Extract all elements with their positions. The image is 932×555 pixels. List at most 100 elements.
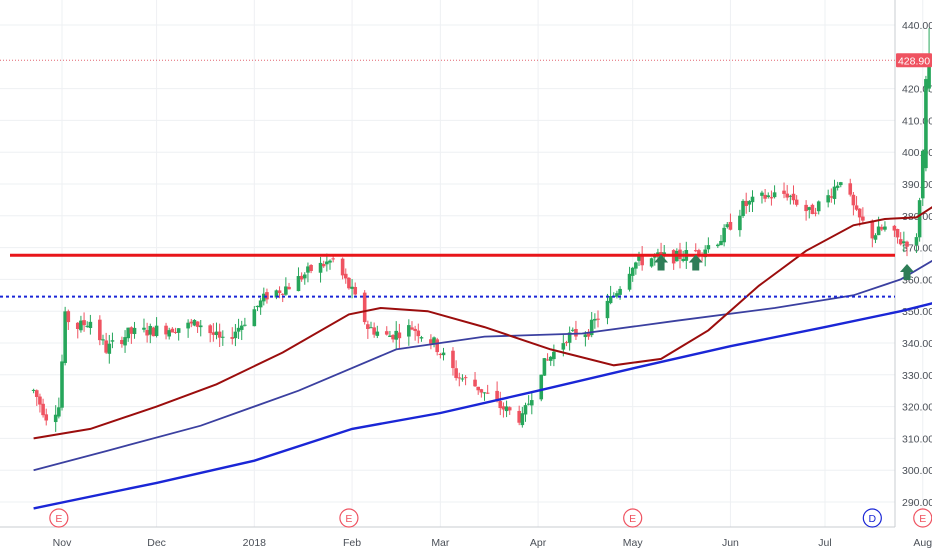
candle[interactable] [523, 402, 528, 422]
candle[interactable] [769, 190, 774, 206]
candle[interactable] [419, 335, 424, 342]
candle[interactable] [794, 195, 799, 207]
candle[interactable] [98, 315, 102, 346]
candle[interactable] [258, 298, 263, 315]
candle[interactable] [261, 287, 266, 306]
candle[interactable] [457, 372, 462, 387]
candle[interactable] [366, 320, 370, 339]
candle[interactable] [520, 406, 525, 428]
candle[interactable] [38, 393, 42, 413]
candle[interactable] [807, 206, 812, 219]
candle[interactable] [766, 192, 771, 199]
earnings-marker[interactable]: E [913, 508, 932, 528]
candle[interactable] [782, 182, 786, 199]
candle[interactable] [552, 344, 556, 367]
candle[interactable] [627, 266, 632, 292]
candle[interactable] [432, 336, 436, 348]
candle[interactable] [236, 318, 241, 339]
candle[interactable] [75, 321, 80, 339]
candle[interactable] [870, 219, 875, 248]
candle[interactable] [892, 224, 897, 237]
candle[interactable] [441, 347, 446, 361]
candle[interactable] [738, 209, 742, 237]
candle[interactable] [848, 178, 853, 197]
candle[interactable] [391, 334, 395, 343]
candle[interactable] [321, 260, 326, 268]
candle[interactable] [507, 406, 512, 415]
candle[interactable] [501, 402, 506, 418]
candle[interactable] [851, 192, 856, 216]
candle[interactable] [725, 222, 730, 229]
candle[interactable] [221, 330, 225, 346]
candle[interactable] [788, 194, 793, 205]
candle[interactable] [574, 320, 578, 340]
candle[interactable] [302, 272, 307, 285]
candle[interactable] [898, 232, 903, 246]
candle[interactable] [309, 264, 313, 274]
candle[interactable] [835, 181, 840, 191]
candle[interactable] [816, 200, 821, 215]
candle[interactable] [192, 319, 197, 327]
up-arrow-icon[interactable] [654, 254, 669, 271]
candle[interactable] [82, 312, 86, 332]
candle[interactable] [722, 224, 726, 247]
candle[interactable] [829, 188, 834, 203]
candle[interactable] [243, 317, 247, 327]
candle[interactable] [716, 243, 720, 248]
candle[interactable] [810, 203, 815, 215]
candle[interactable] [791, 185, 796, 205]
candle[interactable] [208, 324, 212, 343]
candle[interactable] [826, 189, 830, 208]
candle[interactable] [545, 353, 550, 361]
candle[interactable] [388, 330, 392, 338]
candle[interactable] [233, 324, 238, 347]
candle[interactable] [586, 329, 591, 340]
candle[interactable] [407, 319, 411, 346]
candle[interactable] [429, 334, 433, 350]
candle[interactable] [526, 395, 531, 406]
candle[interactable] [167, 327, 172, 340]
candle[interactable] [369, 321, 373, 329]
candle[interactable] [596, 310, 600, 328]
candle[interactable] [343, 268, 348, 284]
candle[interactable] [79, 315, 83, 333]
candle[interactable] [60, 354, 64, 411]
candle[interactable] [895, 228, 900, 244]
candle[interactable] [548, 355, 553, 366]
candle[interactable] [608, 285, 613, 305]
candle[interactable] [44, 408, 49, 426]
candle[interactable] [397, 323, 402, 349]
candle[interactable] [53, 405, 58, 432]
candle[interactable] [539, 374, 544, 402]
candle[interactable] [347, 277, 351, 290]
candle[interactable] [905, 240, 909, 257]
candle[interactable] [498, 391, 503, 416]
candle[interactable] [479, 388, 484, 398]
candle[interactable] [189, 318, 194, 328]
candle[interactable] [649, 257, 654, 268]
candle[interactable] [454, 360, 458, 381]
candle[interactable] [838, 181, 843, 188]
candle[interactable] [287, 282, 291, 290]
candle[interactable] [529, 392, 534, 415]
candle[interactable] [410, 321, 414, 331]
candle[interactable] [747, 200, 752, 213]
candle[interactable] [230, 327, 235, 345]
up-arrow-icon[interactable] [900, 264, 915, 281]
candle[interactable] [306, 262, 310, 283]
candle[interactable] [763, 188, 767, 203]
candle[interactable] [34, 389, 39, 406]
candle[interactable] [66, 309, 71, 330]
candle[interactable] [384, 326, 389, 336]
candle[interactable] [570, 327, 575, 332]
earnings-marker[interactable]: E [623, 508, 643, 528]
candle[interactable] [760, 190, 764, 204]
candle[interactable] [463, 375, 468, 386]
candle[interactable] [804, 200, 808, 221]
candle[interactable] [85, 321, 90, 328]
candle[interactable] [255, 305, 260, 312]
candle[interactable] [902, 231, 906, 253]
candle[interactable] [126, 327, 131, 342]
candle[interactable] [832, 179, 837, 205]
